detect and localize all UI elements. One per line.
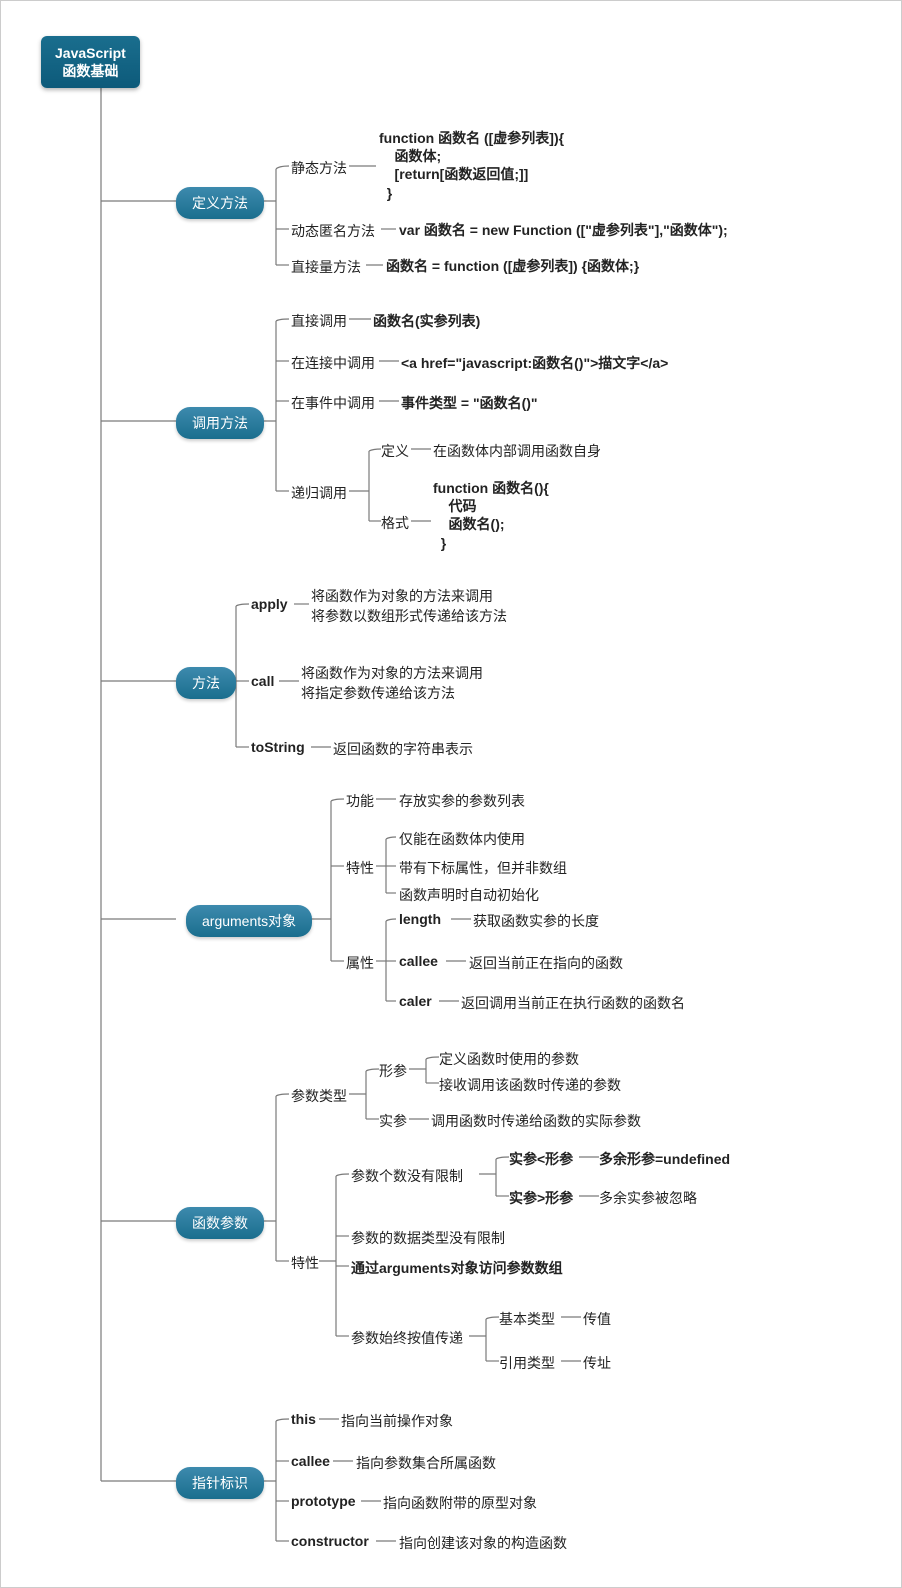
params-formal-l1: 定义函数时使用的参数 [439,1049,579,1069]
args-feat: 特性 [346,858,374,878]
invoke-direct: 直接调用 [291,311,347,331]
root-node: JavaScript 函数基础 [41,36,140,88]
invoke-event-code: 事件类型 = "函数名()" [401,393,538,413]
params-type: 参数类型 [291,1086,347,1106]
args-feat-l2: 带有下标属性，但并非数组 [399,858,567,878]
params-count: 参数个数没有限制 [351,1166,463,1186]
branch-invoke: 调用方法 [176,407,264,439]
branch-params: 函数参数 [176,1207,264,1239]
args-caler: caler [399,993,432,1009]
params-lt: 实参<形参 [509,1149,573,1169]
define-literal-code: 函数名 = function ([虚参列表]) {函数体;} [386,257,639,275]
pointer-constructor-text: 指向创建该对象的构造函数 [399,1533,567,1553]
invoke-rec-def-text: 在函数体内部调用函数自身 [433,441,601,461]
branch-define: 定义方法 [176,187,264,219]
root-line2: 函数基础 [55,62,126,80]
invoke-direct-code: 函数名(实参列表) [373,311,480,331]
args-func: 功能 [346,791,374,811]
pointer-prototype: prototype [291,1493,356,1509]
params-feat: 特性 [291,1253,319,1273]
args-func-text: 存放实参的参数列表 [399,791,525,811]
define-dynamic: 动态匿名方法 [291,221,375,241]
invoke-event: 在事件中调用 [291,393,375,413]
methods-call-l2: 将指定参数传递给该方法 [301,683,455,703]
args-attr: 属性 [346,953,374,973]
pointer-prototype-text: 指向函数附带的原型对象 [383,1493,537,1513]
define-static-code: function 函数名 ([虚参列表]){ 函数体; [return[函数返回… [379,129,564,202]
methods-apply-l1: 将函数作为对象的方法来调用 [311,586,493,606]
args-callee: callee [399,953,438,969]
params-basic-text: 传值 [583,1309,611,1329]
args-callee-text: 返回当前正在指向的函数 [469,953,623,973]
invoke-rec-fmt: 格式 [381,513,409,533]
params-formal-l2: 接收调用该函数时传递的参数 [439,1075,621,1095]
methods-call: call [251,673,274,689]
define-literal: 直接量方法 [291,257,361,277]
root-line1: JavaScript [55,44,126,62]
pointer-callee: callee [291,1453,330,1469]
params-ref: 引用类型 [499,1353,555,1373]
methods-apply-l2: 将参数以数组形式传递给该方法 [311,606,507,626]
args-length: length [399,911,441,927]
pointer-this: this [291,1411,316,1427]
methods-apply: apply [251,596,288,612]
params-formal: 形参 [379,1061,407,1081]
invoke-recursive: 递归调用 [291,483,347,503]
params-byval: 参数始终按值传递 [351,1328,463,1348]
params-lt-text: 多余形参=undefined [599,1149,730,1169]
define-dynamic-code: var 函数名 = new Function (["虚参列表"],"函数体"); [399,221,728,239]
args-feat-l3: 函数声明时自动初始化 [399,885,539,905]
define-static: 静态方法 [291,158,347,178]
invoke-rec-def: 定义 [381,441,409,461]
branch-pointer: 指针标识 [176,1467,264,1499]
invoke-link: 在连接中调用 [291,353,375,373]
params-actual: 实参 [379,1111,407,1131]
params-datatype: 参数的数据类型没有限制 [351,1228,505,1248]
args-caler-text: 返回调用当前正在执行函数的函数名 [461,993,685,1013]
invoke-link-code: <a href="javascript:函数名()">描文字</a> [401,353,668,373]
methods-call-l1: 将函数作为对象的方法来调用 [301,663,483,683]
pointer-callee-text: 指向参数集合所属函数 [356,1453,496,1473]
params-access: 通过arguments对象访问参数数组 [351,1258,563,1278]
methods-tostring: toString [251,739,305,755]
methods-tostring-text: 返回函数的字符串表示 [333,739,473,759]
params-gt: 实参>形参 [509,1188,573,1208]
params-gt-text: 多余实参被忽略 [599,1188,697,1208]
branch-arguments: arguments对象 [186,905,312,937]
invoke-rec-fmt-code: function 函数名(){ 代码 函数名(); } [433,479,549,552]
params-actual-text: 调用函数时传递给函数的实际参数 [431,1111,641,1131]
args-length-text: 获取函数实参的长度 [473,911,599,931]
branch-methods: 方法 [176,667,236,699]
params-ref-text: 传址 [583,1353,611,1373]
pointer-this-text: 指向当前操作对象 [341,1411,453,1431]
params-basic: 基本类型 [499,1309,555,1329]
args-feat-l1: 仅能在函数体内使用 [399,829,525,849]
mindmap-canvas: JavaScript 函数基础 定义方法 调用方法 方法 arguments对象… [0,0,902,1588]
pointer-constructor: constructor [291,1533,369,1549]
